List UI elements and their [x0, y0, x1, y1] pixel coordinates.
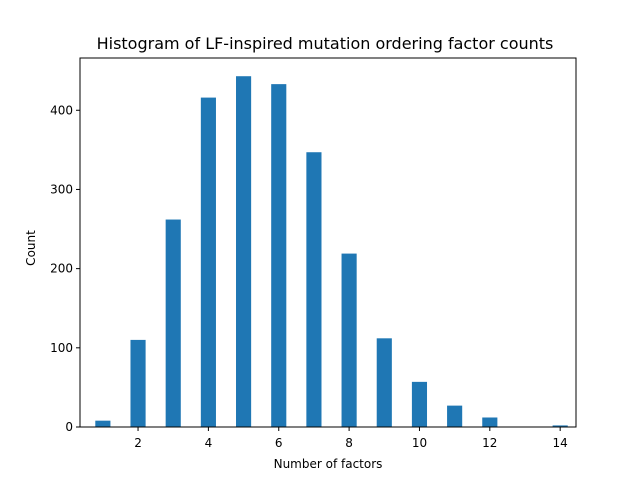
bar-11 [447, 405, 463, 427]
bar-4 [200, 97, 216, 427]
chart-title: Histogram of LF-inspired mutation orderi… [97, 34, 554, 53]
y-axis-label: Count [24, 230, 38, 266]
bar-9 [376, 338, 392, 427]
x-tick-label: 4 [205, 436, 213, 450]
bar-10 [411, 381, 428, 427]
bar-1 [95, 420, 111, 427]
y-tick-label: 400 [50, 103, 73, 117]
y-tick-label: 0 [65, 420, 73, 434]
bar-3 [165, 219, 181, 427]
x-axis-label: Number of factors [274, 457, 383, 471]
y-tick-label: 300 [50, 182, 73, 196]
bar-5 [236, 76, 252, 427]
bar-2 [130, 339, 146, 427]
x-tick-label: 2 [134, 436, 142, 450]
x-tick-label: 14 [553, 436, 568, 450]
y-tick-label: 100 [50, 341, 73, 355]
bar-14 [552, 425, 568, 427]
y-axis-ticks: 0 100 200 300 400 [50, 103, 80, 434]
bar-8 [341, 253, 357, 427]
bars-group [95, 76, 568, 428]
bar-12 [482, 417, 498, 427]
bar-6 [271, 84, 287, 428]
bar-7 [306, 152, 322, 427]
plot-area-frame [79, 57, 577, 428]
x-tick-label: 10 [412, 436, 427, 450]
x-tick-label: 12 [482, 436, 497, 450]
y-tick-label: 200 [50, 262, 73, 276]
x-tick-label: 6 [275, 436, 283, 450]
x-tick-label: 8 [345, 436, 353, 450]
x-axis-ticks: 2 4 6 8 10 12 14 [134, 427, 568, 450]
